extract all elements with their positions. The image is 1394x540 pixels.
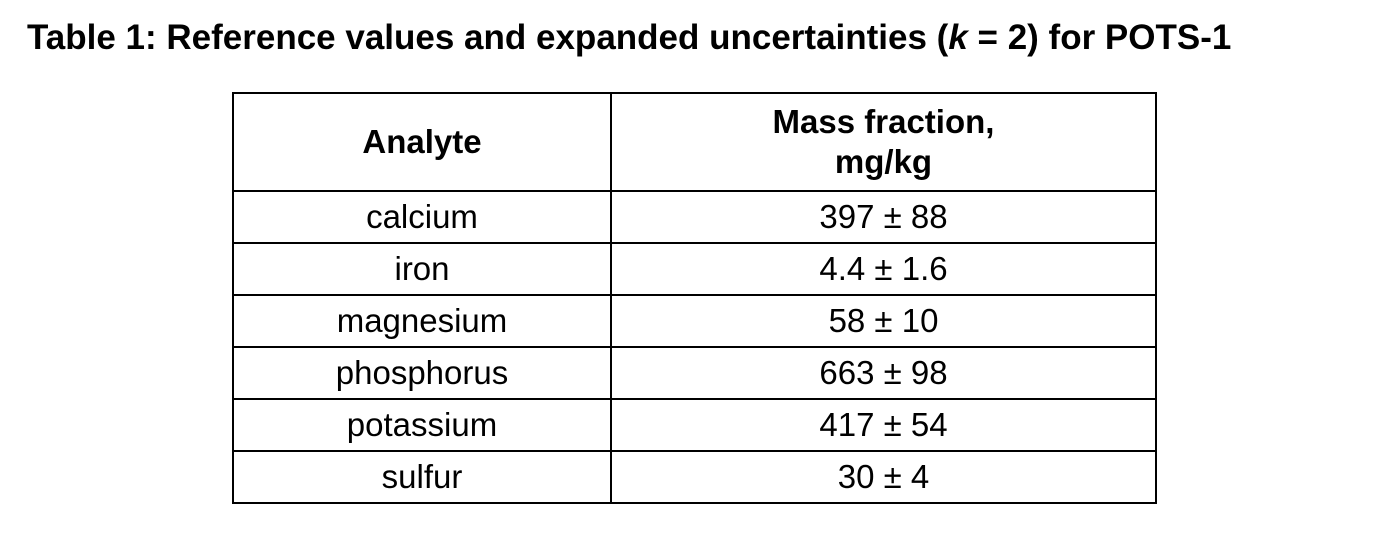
analyte-cell: magnesium	[232, 294, 612, 348]
analyte-cell: iron	[232, 242, 612, 296]
caption-prefix: Table 1: Reference values and expanded u…	[27, 18, 949, 57]
caption-suffix: = 2) for POTS-1	[967, 18, 1232, 57]
table-row: iron 4.4 ± 1.6	[232, 242, 1157, 296]
analyte-cell: phosphorus	[232, 346, 612, 400]
header-mass-fraction-unit: mg/kg	[834, 143, 933, 180]
table-row: phosphorus 663 ± 98	[232, 346, 1157, 400]
table-row: calcium 397 ± 88	[232, 190, 1157, 244]
table-header-row: Analyte Mass fraction, mg/kg	[232, 92, 1157, 192]
header-mass-fraction-line1: Mass fraction,	[772, 103, 995, 140]
table-row: magnesium 58 ± 10	[232, 294, 1157, 348]
analyte-cell: sulfur	[232, 450, 612, 504]
table-row: potassium 417 ± 54	[232, 398, 1157, 452]
table-caption: Table 1: Reference values and expanded u…	[27, 16, 1231, 60]
caption-variable: k	[948, 18, 968, 57]
value-cell: 397 ± 88	[610, 190, 1157, 244]
value-cell: 663 ± 98	[610, 346, 1157, 400]
value-cell: 4.4 ± 1.6	[610, 242, 1157, 296]
analyte-cell: potassium	[232, 398, 612, 452]
value-cell: 417 ± 54	[610, 398, 1157, 452]
analyte-cell: calcium	[232, 190, 612, 244]
value-cell: 30 ± 4	[610, 450, 1157, 504]
table-row: sulfur 30 ± 4	[232, 450, 1157, 504]
header-mass-fraction: Mass fraction, mg/kg	[610, 92, 1157, 192]
header-analyte: Analyte	[232, 92, 612, 192]
reference-values-table: Analyte Mass fraction, mg/kg calcium 397…	[232, 92, 1157, 504]
value-cell: 58 ± 10	[610, 294, 1157, 348]
